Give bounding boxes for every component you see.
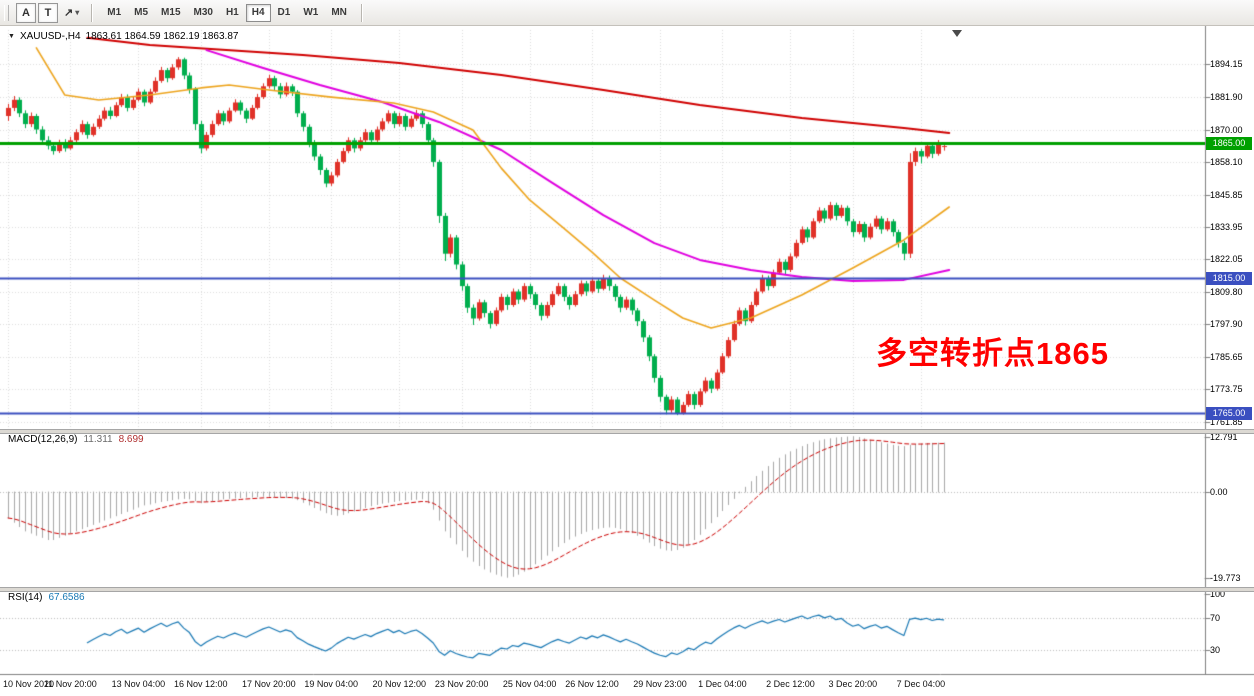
pane-separator-rsi[interactable] (0, 587, 1254, 592)
macd-axis-label: 12.791 (1210, 431, 1238, 442)
pane-separator-macd[interactable] (0, 429, 1254, 434)
timeframe-button-m1[interactable]: M1 (101, 4, 127, 22)
time-axis-label: 10 Nov 2020 (3, 679, 55, 689)
toolbar: A T ↗ ▾ M1 M5 M15 M30 H1 H4 D1 W1 MN (0, 0, 1254, 26)
time-axis-label: 25 Nov 04:00 (502, 679, 557, 689)
rsi-axis-label: 30 (1210, 645, 1221, 655)
price-axis-label: 1858.10 (1210, 156, 1243, 167)
time-axis-label: 19 Nov 04:00 (304, 679, 358, 689)
price-tag-1815-00[interactable]: 1815.00 (1206, 271, 1252, 285)
price-tag-1865-00[interactable]: 1865.00 (1206, 136, 1252, 150)
draw-tool-button[interactable]: ↗ ▾ (60, 3, 83, 23)
toolbar-separator (91, 3, 94, 22)
price-axis-label: 1870.00 (1210, 124, 1243, 135)
trendline-tool-icon: ↗ (64, 7, 74, 19)
rsi-axis-label: 70 (1210, 613, 1221, 623)
price-tag-1765-00[interactable]: 1765.00 (1206, 406, 1252, 420)
rsi-name: RSI(14) (8, 592, 43, 603)
time-axis-label: 29 Nov 23:00 (633, 679, 687, 689)
timeframe-button-m5[interactable]: M5 (128, 4, 154, 22)
macd-indicator-label: MACD(12,26,9) 11.311 8.699 (8, 434, 144, 445)
time-axis-label: 26 Nov 12:00 (565, 679, 619, 689)
macd-value-signal: 8.699 (118, 434, 144, 445)
rsi-axis-label: 100 (1210, 589, 1226, 599)
text-label-tool-button[interactable]: A (16, 2, 36, 23)
time-axis-label: 16 Nov 12:00 (173, 679, 228, 689)
macd-value-main: 11.311 (83, 434, 113, 445)
macd-name: MACD(12,26,9) (8, 434, 78, 445)
rsi-indicator-label: RSI(14) 67.6586 (8, 592, 85, 603)
price-axis-label: 1761.85 (1210, 416, 1243, 427)
price-axis-label: 1833.95 (1210, 221, 1243, 232)
price-axis-label: 1822.05 (1210, 253, 1243, 264)
time-axis-label: 13 Nov 04:00 (111, 679, 166, 689)
timeframe-button-h4[interactable]: H4 (245, 3, 271, 22)
time-axis-label: 7 Dec 04:00 (896, 679, 946, 689)
chart-annotation-text[interactable]: 多空转折点1865 (876, 336, 1109, 371)
macd-axis-label: -19.773 (1210, 572, 1241, 583)
chevron-down-icon: ▾ (75, 8, 80, 17)
timeframe-toolbar: M1 M5 M15 M30 H1 H4 D1 W1 MN (101, 3, 353, 22)
macd-axis-label: 0.00 (1210, 487, 1228, 497)
time-axis-label: 11 Nov 20:00 (43, 679, 97, 689)
chart-symbol-period: XAUUSD-,H4 (19, 31, 81, 42)
chart-canvas[interactable] (0, 26, 1254, 696)
time-axis-label: 1 Dec 04:00 (698, 679, 747, 689)
timeframe-button-m15[interactable]: M15 (155, 4, 186, 22)
time-axis-label: 2 Dec 12:00 (766, 679, 815, 689)
price-axis-label: 1773.75 (1210, 384, 1243, 395)
timeframe-button-mn[interactable]: MN (325, 4, 353, 22)
time-axis-label: 20 Nov 12:00 (372, 679, 426, 689)
timeframe-button-d1[interactable]: D1 (272, 4, 297, 22)
price-axis-label: 1797.90 (1210, 319, 1243, 330)
shift-marker-icon[interactable] (952, 30, 962, 37)
toolbar-grip[interactable] (4, 4, 9, 21)
chart-dropdown-icon[interactable]: ▼ (8, 33, 15, 40)
price-axis-label: 1894.15 (1210, 59, 1243, 70)
timeframe-button-m30[interactable]: M30 (188, 4, 219, 22)
price-axis-label: 1845.85 (1210, 189, 1243, 200)
rsi-value: 67.6586 (48, 592, 85, 603)
price-axis-label: 1785.65 (1210, 352, 1243, 363)
chart-quote-ohlc: 1863.61 1864.59 1862.19 1863.87 (85, 31, 239, 42)
toolbar-separator (360, 3, 363, 22)
chart-title: ▼ XAUUSD-,H4 1863.61 1864.59 1862.19 186… (8, 31, 238, 42)
time-axis-label: 23 Nov 20:00 (434, 679, 489, 689)
timeframe-button-h1[interactable]: H1 (220, 4, 245, 22)
price-axis-label: 1881.90 (1210, 92, 1243, 103)
timeframe-button-w1[interactable]: W1 (297, 4, 324, 22)
cursor-tool-button[interactable]: T (38, 2, 58, 23)
price-axis-label: 1809.80 (1210, 287, 1243, 298)
time-axis-label: 3 Dec 20:00 (828, 679, 878, 689)
time-axis-label: 17 Nov 20:00 (242, 679, 296, 689)
